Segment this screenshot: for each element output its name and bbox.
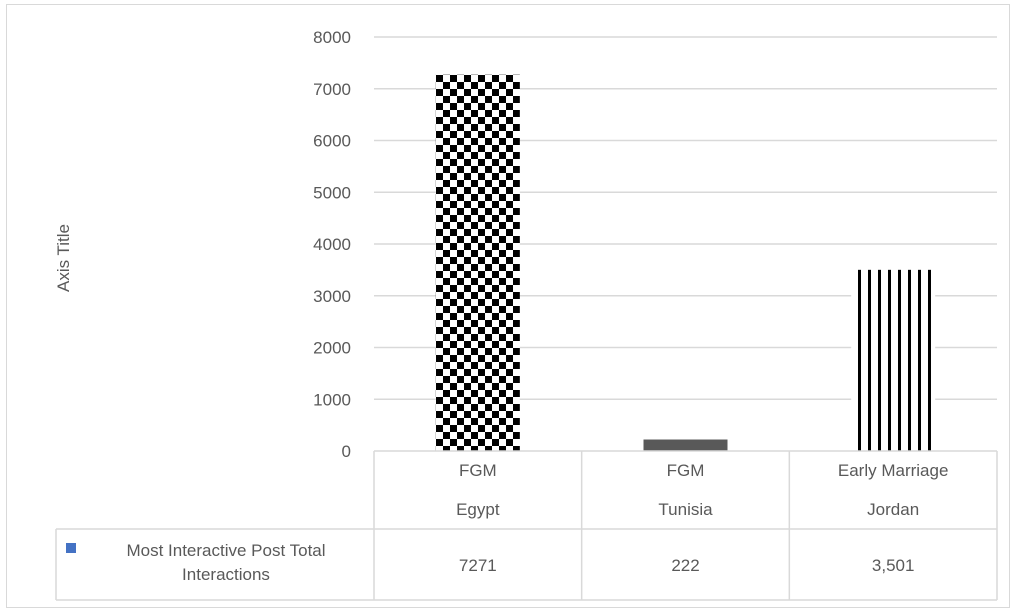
- legend-marker: [66, 543, 76, 553]
- y-tick-label: 4000: [313, 235, 351, 254]
- x-category-label: FGM: [459, 461, 497, 480]
- x-category-sublabel: Jordan: [867, 500, 919, 519]
- x-category-label: Early Marriage: [838, 461, 949, 480]
- y-tick-label: 2000: [313, 339, 351, 358]
- x-category-sublabel: Tunisia: [658, 500, 713, 519]
- y-axis-ticks: 0 1000 2000 3000 4000 5000 6000 7000 8000: [313, 28, 351, 461]
- y-tick-label: 1000: [313, 390, 351, 409]
- data-table: FGM Egypt 7271 FGM Tunisia 222 Early Marriage J…: [55, 450, 998, 601]
- y-tick-label: 0: [342, 442, 351, 461]
- bar: [851, 269, 936, 451]
- y-tick-label: 5000: [313, 183, 351, 202]
- chart-frame: [6, 4, 1010, 608]
- data-table-value: 7271: [459, 556, 497, 575]
- y-tick-label: 6000: [313, 132, 351, 151]
- y-axis-title: Axis Title: [54, 224, 73, 292]
- bar: [435, 74, 520, 451]
- y-tick-label: 8000: [313, 28, 351, 47]
- data-table-value: 3,501: [872, 556, 915, 575]
- bars: [435, 74, 936, 451]
- y-tick-label: 7000: [313, 80, 351, 99]
- bar: [643, 439, 728, 451]
- data-table-value: 222: [671, 556, 699, 575]
- x-category-sublabel: Egypt: [456, 500, 500, 519]
- y-tick-label: 3000: [313, 287, 351, 306]
- x-category-label: FGM: [667, 461, 705, 480]
- legend-series-name: Most Interactive Post Total Interactions: [126, 541, 325, 584]
